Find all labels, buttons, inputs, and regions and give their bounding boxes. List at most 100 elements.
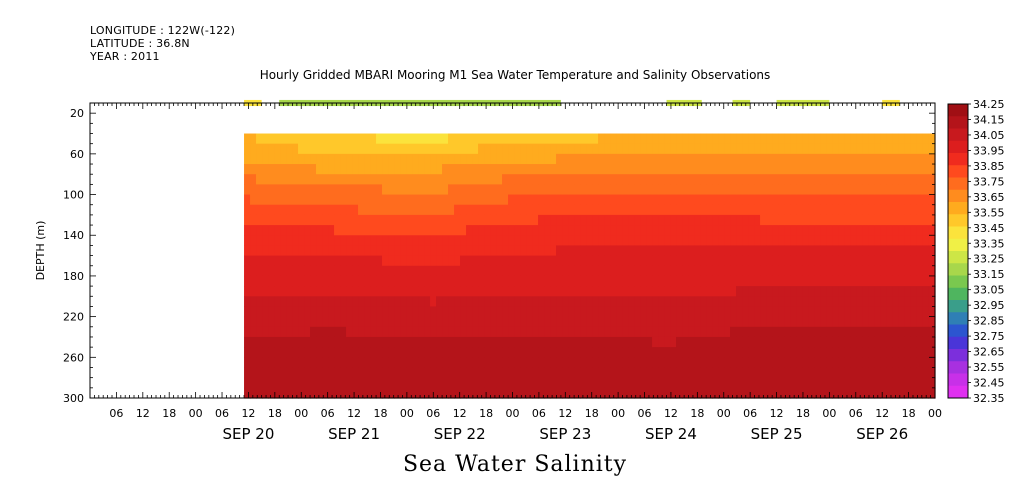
heatmap-cell	[718, 153, 725, 165]
heatmap-cell	[436, 296, 443, 308]
heatmap-cell	[376, 377, 383, 389]
heatmap-cell	[280, 204, 287, 216]
heatmap-cell	[922, 164, 929, 175]
heatmap-cell	[820, 275, 827, 287]
heatmap-cell	[646, 164, 653, 175]
heatmap-cell	[604, 184, 611, 196]
heatmap-cell	[622, 184, 629, 196]
heatmap-cell	[748, 377, 755, 389]
heatmap-cell	[250, 316, 257, 328]
heatmap-cell	[808, 245, 815, 257]
heatmap-cell	[736, 184, 743, 196]
heatmap-cell	[784, 296, 791, 308]
heatmap-cell	[586, 143, 593, 155]
heatmap-cell	[580, 357, 587, 369]
heatmap-cell	[862, 245, 869, 257]
heatmap-cell	[808, 204, 815, 216]
heatmap-cell	[784, 306, 791, 318]
heatmap-cell	[400, 143, 407, 155]
heatmap-cell	[586, 214, 593, 226]
heatmap-cell	[892, 174, 899, 185]
heatmap-cell	[610, 204, 617, 216]
heatmap-cell	[664, 387, 671, 399]
heatmap-cell	[298, 133, 305, 145]
heatmap-cell	[652, 245, 659, 257]
heatmap-cell	[244, 204, 251, 216]
heatmap-cell	[856, 275, 863, 287]
heatmap-cell	[250, 265, 257, 277]
heatmap-cell	[874, 296, 881, 308]
heatmap-cell	[562, 367, 569, 379]
heatmap-cell	[730, 164, 737, 175]
heatmap-cell	[898, 184, 905, 196]
heatmap-cell	[508, 275, 515, 287]
heatmap-cell	[418, 214, 425, 226]
heatmap-cell	[664, 286, 671, 297]
heatmap-cell	[316, 367, 323, 379]
heatmap-cell	[490, 357, 497, 369]
heatmap-cell	[814, 336, 821, 348]
heatmap-cell	[244, 377, 251, 389]
heatmap-cell	[904, 316, 911, 328]
heatmap-cell	[820, 204, 827, 216]
heatmap-cell	[616, 235, 623, 247]
heatmap-cell	[460, 164, 467, 175]
heatmap-cell	[886, 265, 893, 277]
heatmap-cell	[634, 357, 641, 369]
heatmap-cell	[292, 245, 299, 257]
heatmap-cell	[268, 387, 275, 399]
heatmap-cell	[844, 387, 851, 399]
heatmap-cell	[514, 174, 521, 185]
heatmap-cell	[496, 367, 503, 379]
heatmap-cell	[364, 153, 371, 165]
heatmap-cell	[412, 133, 419, 145]
heatmap-cell	[850, 245, 857, 257]
heatmap-cell	[856, 153, 863, 165]
heatmap-cell	[424, 336, 431, 348]
x-tick-label: 18	[373, 407, 387, 420]
heatmap-cell	[694, 255, 701, 267]
heatmap-cell	[460, 265, 467, 277]
x-tick-label: 06	[849, 407, 863, 420]
heatmap-cell	[742, 357, 749, 369]
heatmap-cell	[862, 347, 869, 358]
heatmap-cell	[460, 143, 467, 155]
heatmap-cell	[556, 265, 563, 277]
heatmap-cell	[922, 265, 929, 277]
heatmap-cell	[838, 347, 845, 358]
heatmap-cell	[754, 265, 761, 277]
heatmap-cell	[856, 286, 863, 297]
heatmap-cell	[616, 255, 623, 267]
heatmap-cell	[730, 153, 737, 165]
heatmap-cell	[784, 387, 791, 399]
heatmap-cell	[376, 286, 383, 297]
heatmap-cell	[436, 214, 443, 226]
heatmap-cell	[682, 275, 689, 287]
heatmap-cell	[928, 164, 935, 175]
heatmap-cell	[334, 184, 341, 196]
heatmap-cell	[826, 377, 833, 389]
heatmap-cell	[760, 367, 767, 379]
heatmap-cell	[646, 133, 653, 145]
heatmap-cell	[730, 265, 737, 277]
heatmap-cell	[538, 143, 545, 155]
heatmap-cell	[772, 255, 779, 267]
heatmap-cell	[778, 153, 785, 165]
heatmap-cell	[442, 336, 449, 348]
heatmap-cell	[748, 336, 755, 348]
heatmap-cell	[670, 245, 677, 257]
heatmap-cell	[346, 377, 353, 389]
heatmap-cell	[760, 204, 767, 216]
heatmap-cell	[466, 347, 473, 358]
heatmap-cell	[676, 194, 683, 206]
heatmap-cell	[760, 326, 767, 338]
heatmap-cell	[766, 357, 773, 369]
heatmap-cell	[862, 225, 869, 236]
heatmap-cell	[460, 235, 467, 247]
heatmap-cell	[400, 296, 407, 308]
heatmap-cell	[388, 225, 395, 236]
heatmap-cell	[610, 164, 617, 175]
heatmap-cell	[376, 255, 383, 267]
heatmap-cell	[754, 367, 761, 379]
heatmap-cell	[748, 387, 755, 399]
